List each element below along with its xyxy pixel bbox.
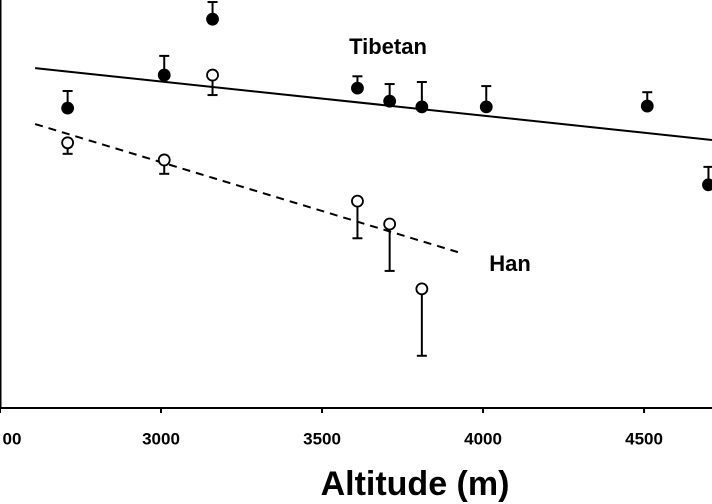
point xyxy=(157,153,171,167)
point xyxy=(61,101,75,115)
point xyxy=(206,12,219,26)
x-axis-label: Altitude (m) xyxy=(321,465,510,503)
point xyxy=(640,99,654,113)
fit-line xyxy=(34,123,459,254)
series-label: Han xyxy=(489,251,531,276)
point xyxy=(383,94,397,108)
point xyxy=(702,178,712,192)
point xyxy=(383,217,397,231)
x-tick-label: 3500 xyxy=(303,429,341,448)
x-tick-label: 3000 xyxy=(142,429,180,448)
x-tick-label: 00 xyxy=(3,429,22,448)
point xyxy=(351,81,364,95)
fit-line xyxy=(34,67,712,141)
point xyxy=(415,282,429,296)
series-label: Tibetan xyxy=(349,34,427,59)
point xyxy=(206,68,219,82)
point xyxy=(415,100,429,114)
point xyxy=(61,136,75,150)
point xyxy=(351,194,364,208)
x-tick-label: 4500 xyxy=(625,429,663,448)
x-tick-label: 4000 xyxy=(464,429,502,448)
point xyxy=(479,100,493,114)
point xyxy=(157,68,171,82)
